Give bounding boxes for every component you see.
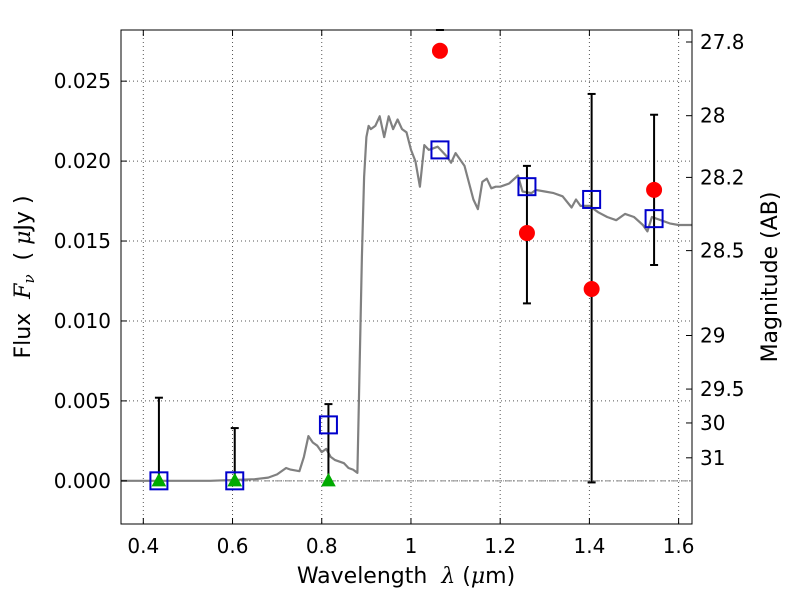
data-points-layer [149,29,664,491]
x-axis-title: Wavelength λ (μm) [297,564,515,589]
model-point-marker-3 [430,140,450,160]
detection-marker-2 [583,280,600,297]
mag-tick-label-0: 27.8 [700,30,745,54]
x-tick-label-5: 1.4 [573,534,605,558]
mag-tick-label-5: 29.5 [700,377,745,401]
mag-tick-label-4: 29 [700,324,725,348]
model-spectrum-line [121,115,692,482]
model-point-marker-1 [225,471,245,491]
x-tick-label-0: 0.4 [127,534,159,558]
y-tick-label-4: 0.020 [54,149,111,173]
x-tick-label-6: 1.6 [663,534,695,558]
mag-tick-label-7: 31 [700,446,725,470]
x-tick-label-4: 1.2 [484,534,516,558]
ticks-layer: 0.4 0.6 0.8 1 1.2 1.4 1.6 0.000 0.005 0.010 0.015 0… [54,30,745,558]
y-axis-nu: ν [20,274,38,283]
model-point-marker-0 [149,471,169,491]
grid-lines [121,30,692,524]
mag-tick-label-1: 28 [700,104,725,128]
upper-limit-marker-0 [151,472,167,487]
y-axis-F: F [11,283,36,300]
y-axis-title: Flux Fν ( μJy ) [11,195,38,358]
model-point-marker-2 [318,415,338,435]
mag-tick-label-3: 28.5 [700,239,745,263]
y-tick-label-5: 0.025 [54,69,111,93]
x-tick-label-2: 0.8 [306,534,338,558]
upper-limit-marker-2 [321,472,336,487]
right-axis-title: Magnitude (AB) [758,192,783,363]
x-tick-label-1: 0.6 [217,534,249,558]
upper-limit-marker-1 [227,472,243,487]
detection-marker-1 [518,225,535,242]
model-spectrum-layer [121,115,692,482]
mag-tick-label-6: 30 [700,411,725,435]
model-point-marker-5 [582,189,602,209]
model-point-marker-4 [517,177,537,197]
detection-marker-3 [646,181,663,198]
y-tick-label-1: 0.005 [54,389,111,413]
y-tick-label-2: 0.010 [54,309,111,333]
model-point-marker-6 [644,209,664,229]
detection-marker-0 [431,42,448,59]
x-axis-lambda: λ [440,564,455,589]
y-tick-label-3: 0.015 [54,229,111,253]
mag-tick-label-2: 28.2 [700,165,745,189]
y-axis-mu: μ [11,231,36,245]
y-tick-label-0: 0.000 [54,469,111,493]
x-tick-label-3: 1 [405,534,418,558]
plot-frame [120,29,693,525]
x-axis-mu: μ [471,564,485,589]
